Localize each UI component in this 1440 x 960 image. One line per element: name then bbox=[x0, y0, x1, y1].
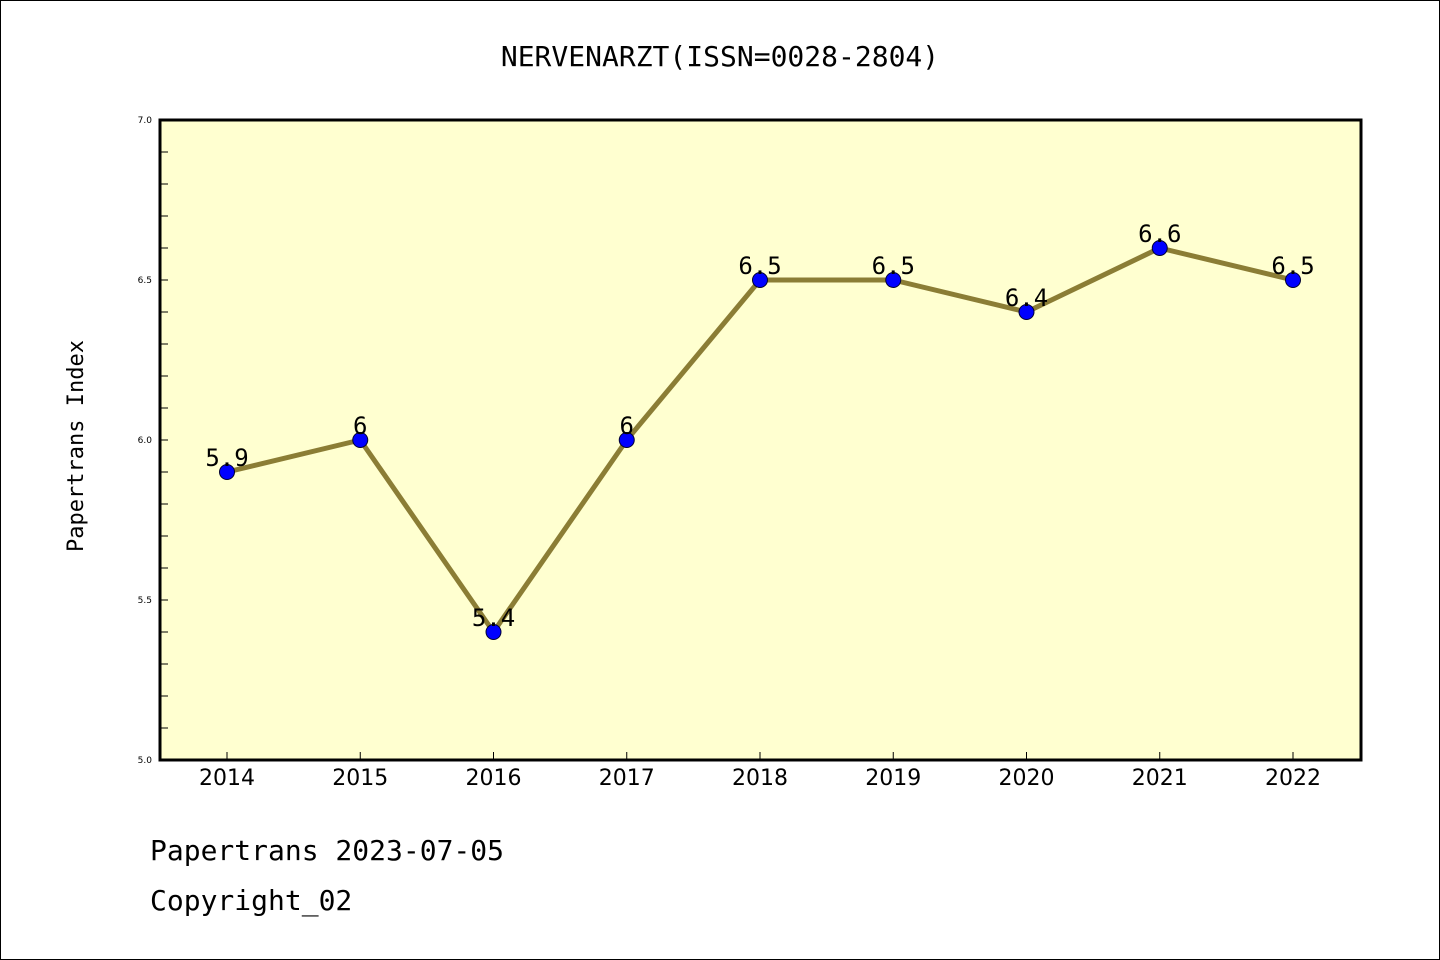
x-tick-label: 2016 bbox=[466, 766, 522, 791]
data-point-marker bbox=[1151, 240, 1168, 256]
x-tick-label: 2019 bbox=[865, 766, 921, 791]
y-axis-label: Papertrans Index bbox=[64, 340, 89, 552]
y-tick-label: 6.5 bbox=[138, 276, 152, 286]
data-value-label: 6.5 bbox=[1271, 252, 1314, 280]
data-value-label: 6.4 bbox=[1005, 284, 1048, 312]
y-axis-ticks: 5.0 5.5 6.0 6.5 7.0 bbox=[138, 116, 168, 766]
x-tick-label: 2021 bbox=[1132, 766, 1188, 791]
data-point-marker bbox=[1018, 304, 1035, 320]
data-value-label: 6.6 bbox=[1138, 220, 1181, 248]
data-point-marker bbox=[752, 272, 768, 288]
data-value-label: 6.5 bbox=[872, 252, 915, 280]
y-tick-label: 5.0 bbox=[138, 756, 153, 766]
x-tick-label: 2017 bbox=[599, 766, 655, 791]
data-label-group: 5.9 6 5.4 6 6.5 6.5 6.4 6.6 6.5 bbox=[205, 220, 1314, 632]
plot-area bbox=[158, 118, 1363, 762]
chart-title: NERVENARZT(ISSN=0028-2804) bbox=[501, 40, 939, 73]
data-point-marker bbox=[618, 432, 635, 448]
data-value-label: 6 bbox=[353, 412, 367, 440]
footer-copyright-line: Copyright_02 bbox=[150, 884, 353, 917]
x-tick-label: 2022 bbox=[1265, 766, 1321, 791]
x-tick-label: 2014 bbox=[199, 766, 255, 791]
y-tick-label: 7.0 bbox=[138, 116, 153, 126]
x-tick-label: 2020 bbox=[999, 766, 1055, 791]
x-tick-label: 2018 bbox=[732, 766, 788, 791]
data-point-marker bbox=[1285, 272, 1301, 288]
data-value-label: 5.4 bbox=[472, 604, 515, 632]
x-tick-label: 2015 bbox=[332, 766, 388, 791]
y-tick-label: 6.0 bbox=[138, 436, 153, 446]
footer-date-line: Papertrans 2023-07-05 bbox=[150, 834, 505, 867]
data-value-label: 6.5 bbox=[738, 252, 781, 280]
data-value-label: 6 bbox=[620, 412, 634, 440]
data-marker-group bbox=[219, 240, 1301, 640]
y-tick-label: 5.5 bbox=[138, 596, 152, 606]
data-point-marker bbox=[885, 272, 902, 288]
data-point-marker bbox=[352, 432, 369, 448]
data-point-marker bbox=[485, 624, 502, 640]
data-value-label: 5.9 bbox=[205, 444, 248, 472]
x-axis-ticks: 2014 2015 2016 2017 2018 2019 2020 2021 2022 bbox=[199, 752, 1321, 791]
data-point-marker bbox=[219, 464, 235, 480]
